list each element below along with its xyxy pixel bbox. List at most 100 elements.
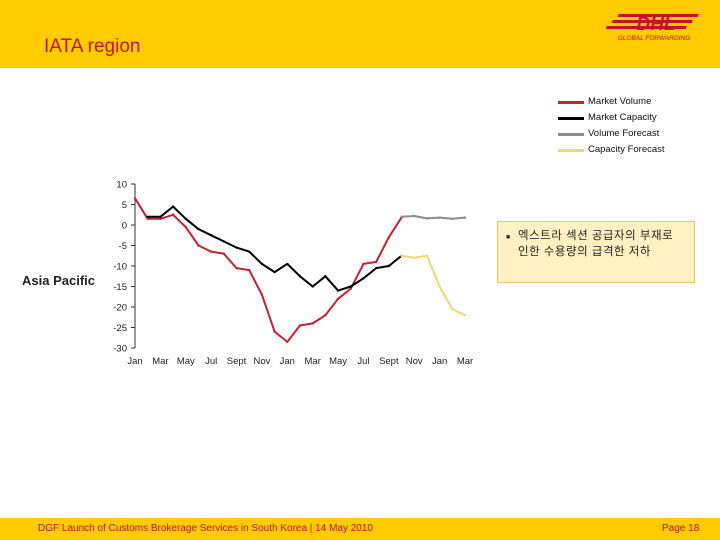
- footer-bar: [0, 518, 720, 540]
- data-point-market-volume: [248, 268, 251, 272]
- data-point-market-volume: [298, 324, 302, 327]
- data-point-market-volume: [222, 252, 226, 255]
- data-point-volume-forecast: [451, 217, 454, 221]
- region-label: Asia Pacific: [22, 273, 95, 288]
- x-tick-label: Sept: [227, 356, 247, 367]
- data-point-market-volume: [171, 213, 175, 216]
- data-point-market-capacity: [159, 215, 162, 218]
- x-tick-label: Mar: [457, 356, 473, 367]
- legend-swatch: [558, 149, 584, 152]
- legend-label: Market Volume: [588, 96, 652, 107]
- data-point-market-capacity: [273, 270, 276, 274]
- header-bar: [0, 0, 720, 68]
- y-tick-label: -10: [113, 262, 127, 273]
- data-point-market-volume: [362, 262, 365, 266]
- x-tick-label: May: [329, 356, 347, 367]
- data-point-market-capacity: [374, 266, 378, 270]
- data-point-market-volume: [184, 225, 187, 229]
- data-point-market-capacity: [387, 264, 391, 268]
- data-point-market-capacity: [260, 262, 264, 266]
- data-point-market-capacity: [336, 289, 340, 292]
- data-point-market-volume: [209, 250, 213, 253]
- legend-label: Volume Forecast: [588, 128, 660, 139]
- legend-label: Market Capacity: [588, 112, 657, 123]
- data-point-market-capacity: [222, 240, 226, 243]
- y-tick-label: -20: [113, 303, 127, 314]
- data-point-market-volume: [146, 217, 149, 221]
- logo-tagline: GLOBAL FORWARDING: [618, 35, 691, 42]
- data-point-market-volume: [349, 287, 352, 290]
- data-point-market-capacity: [184, 217, 187, 221]
- data-point-market-capacity: [311, 285, 314, 288]
- data-point-market-volume: [273, 330, 276, 333]
- data-point-capacity-forecast: [425, 254, 429, 257]
- data-point-market-volume: [336, 297, 340, 300]
- data-point-market-volume: [311, 322, 314, 325]
- data-point-capacity-forecast: [400, 254, 403, 257]
- data-point-market-capacity: [298, 275, 302, 278]
- footer-text: DGF Launch of Customs Brokerage Services…: [38, 523, 373, 534]
- page-number: Page 18: [662, 523, 700, 534]
- x-tick-label: Jan: [127, 356, 142, 367]
- data-point-market-capacity: [209, 234, 213, 237]
- page-title: IATA region: [44, 36, 141, 57]
- data-point-market-volume: [286, 340, 289, 344]
- data-point-capacity-forecast: [463, 314, 467, 317]
- dhl-logo: DHL GLOBAL FORWARDING: [605, 14, 699, 42]
- x-tick-label: Nov: [406, 356, 423, 367]
- data-point-market-volume: [374, 260, 378, 264]
- legend-label: Capacity Forecast: [588, 144, 665, 155]
- data-point-market-volume: [159, 217, 162, 221]
- data-point-market-capacity: [324, 275, 327, 278]
- x-tick-label: Jul: [205, 356, 217, 367]
- data-point-volume-forecast: [438, 216, 441, 219]
- data-point-market-capacity: [248, 250, 251, 253]
- data-point-market-volume: [387, 236, 391, 239]
- data-point-market-capacity: [197, 227, 200, 231]
- y-tick-label: -5: [119, 241, 127, 252]
- y-tick-label: -30: [113, 344, 127, 355]
- legend-swatch: [558, 117, 584, 120]
- data-point-market-volume: [197, 244, 200, 247]
- legend-swatch: [558, 133, 584, 136]
- data-point-market-capacity: [146, 215, 149, 218]
- data-point-capacity-forecast: [438, 285, 441, 288]
- y-tick-label: -15: [113, 282, 127, 293]
- data-point-market-capacity: [171, 205, 175, 208]
- data-point-volume-forecast: [463, 216, 467, 219]
- y-tick-label: 5: [122, 200, 127, 211]
- data-point-market-volume: [324, 314, 327, 317]
- data-point-market-capacity: [235, 246, 238, 249]
- note-text: 엑스트라 섹션 공급자의 부재로 인한 수용량의 급격한 저하: [518, 230, 674, 258]
- data-point-market-volume: [235, 266, 238, 270]
- data-point-volume-forecast: [413, 214, 416, 218]
- y-tick-label: -25: [113, 323, 127, 334]
- series-line-volume-forecast: [401, 215, 466, 220]
- series-line-market-volume: [134, 197, 403, 343]
- y-tick-label: 0: [122, 221, 127, 232]
- data-point-volume-forecast: [425, 217, 429, 220]
- data-point-capacity-forecast: [413, 256, 416, 259]
- x-tick-label: Mar: [305, 356, 321, 367]
- x-tick-label: Jan: [280, 356, 295, 367]
- x-tick-label: Sept: [379, 356, 399, 367]
- note-box: ■ 엑스트라 섹션 공급자의 부재로 인한 수용량의 급격한 저하: [497, 221, 695, 283]
- data-point-market-capacity: [362, 277, 365, 280]
- logo-brand: DHL: [636, 14, 675, 35]
- data-point-volume-forecast: [400, 215, 403, 218]
- series-line-capacity-forecast: [401, 254, 466, 317]
- x-tick-label: Nov: [253, 356, 270, 367]
- x-tick-label: May: [177, 356, 195, 367]
- x-tick-label: Jul: [357, 356, 369, 367]
- x-tick-label: Mar: [152, 356, 168, 367]
- data-point-market-capacity: [349, 285, 352, 288]
- data-point-market-volume: [260, 293, 264, 296]
- data-point-capacity-forecast: [451, 307, 454, 311]
- y-tick-label: 10: [116, 180, 127, 191]
- bullet-icon: ■: [506, 234, 511, 241]
- data-point-market-capacity: [286, 262, 289, 266]
- legend-swatch: [558, 101, 584, 104]
- data-point-market-volume: [133, 197, 137, 200]
- x-tick-label: Jan: [432, 356, 447, 367]
